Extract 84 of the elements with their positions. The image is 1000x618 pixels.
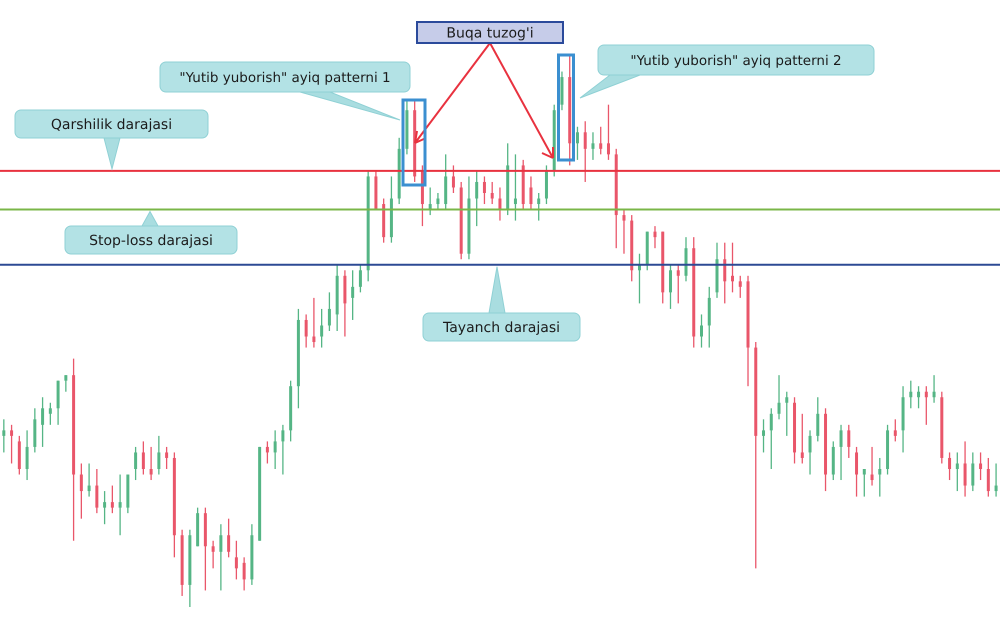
candlestick [436,192,440,210]
candlestick [358,264,362,294]
candlestick [932,374,936,404]
candlestick [576,126,579,161]
candlestick [917,386,920,409]
ref-line-label: Qarshilik darajasi [50,117,172,133]
ref-line-label: Stop-loss darajasi [89,233,213,249]
candlestick [870,446,874,486]
candlestick [490,181,494,205]
candlestick [281,424,284,476]
candlestick [653,225,656,249]
candlestick [956,452,959,492]
candlestick [964,440,967,498]
candlestick [770,408,773,470]
candlestick [537,192,540,222]
candlestick [10,424,14,464]
candlestick [979,452,982,481]
candlestick [816,396,820,442]
candlestick [64,374,68,392]
candlestick [986,457,990,498]
candlestick [909,380,912,409]
candlestick [785,391,788,437]
candlestick [475,170,478,227]
candlestick [606,104,610,161]
candlestick [994,462,998,498]
candlestick [591,132,594,161]
candlestick [738,275,742,299]
candlestick [266,440,269,464]
candlestick [351,270,354,321]
candlestick [118,474,122,536]
candlestick [584,120,587,183]
candlestick [498,186,502,222]
candlestick [134,446,138,481]
candlestick [212,540,215,570]
candlestick [971,452,974,492]
candlestick [103,490,106,525]
candlestick [304,314,308,348]
candlestick [668,264,672,310]
candlestick [227,518,230,558]
text: Buqa tuzog'i [446,26,534,42]
candlestick [95,468,98,514]
candlestick [41,396,44,448]
candlestick [924,386,928,426]
candlestick [219,524,222,592]
candlestick [808,430,812,476]
candlestick [482,176,486,205]
candlestick [948,452,952,481]
candlestick [762,418,766,454]
candlestick [48,402,52,426]
candlestick [676,264,680,304]
candlestick [855,446,858,498]
candlestick [312,297,316,348]
candlestick [723,242,726,304]
candlestick [894,418,897,442]
candlestick [26,430,29,481]
candlestick [242,556,246,592]
candlestick [878,457,882,498]
candlestick [274,430,277,470]
candlestick [778,374,781,420]
candlestick [700,314,703,348]
candlestick [800,413,804,464]
candlestick [110,484,114,514]
candlestick [452,164,455,194]
candlestick [599,126,602,156]
candlestick [847,424,850,459]
annotation: "Yutib yuborish" ayiq patterni 2 [630,53,842,69]
annotation: "Yutib yuborish" ayiq patterni 1 [179,70,391,86]
candlestick [731,242,734,294]
candlestick [328,292,331,332]
candlestick [80,462,83,520]
candlestick [150,446,153,481]
candlestick [529,176,532,210]
candlestick [514,154,517,222]
candlestick [622,208,626,254]
candlestick [142,440,145,476]
candlestick [234,540,238,580]
candlestick [862,468,866,498]
candlestick [157,435,160,476]
ref-line-label: Tayanch darajasi [442,320,560,336]
candlestick [88,462,91,498]
candlestick [320,308,324,348]
candlestick [840,424,843,481]
candlestick [2,418,6,454]
candlestick [165,446,168,470]
